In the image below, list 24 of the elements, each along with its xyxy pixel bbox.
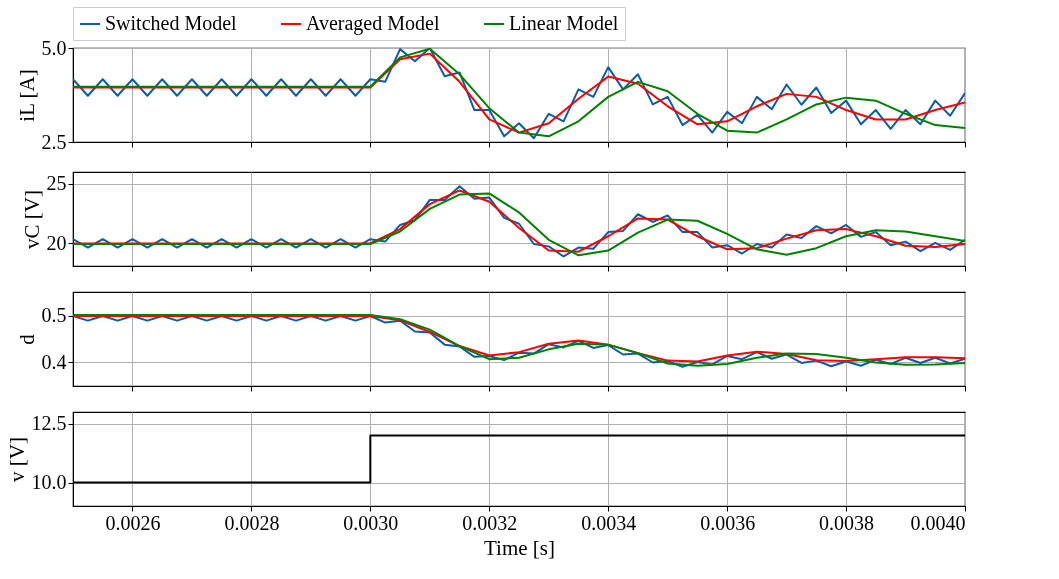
y-tick-label: 25 — [46, 172, 67, 195]
y-tick-label: 0.5 — [41, 304, 67, 326]
y-tick-label: 10.0 — [31, 471, 67, 493]
legend-label: Switched Model — [105, 12, 238, 34]
x-tick-label: 0.0038 — [819, 511, 875, 534]
y-tick-label: 0.4 — [41, 351, 67, 373]
legend-label: Linear Model — [509, 12, 619, 34]
y-tick-label: 2.5 — [41, 130, 67, 153]
y-tick-label: 20 — [46, 231, 67, 254]
x-tick-label: 0.0030 — [343, 511, 399, 534]
y-tick-label: 12.5 — [31, 412, 67, 435]
x-tick-label: 0.0028 — [224, 511, 280, 534]
x-tick-label: 0.0036 — [700, 511, 756, 534]
y-axis-title: v [V] — [4, 437, 29, 482]
x-axis-title: Time [s] — [484, 535, 555, 560]
x-tick-label: 0.0040 — [910, 511, 966, 534]
y-axis-title: vC [V] — [19, 190, 44, 249]
x-tick-label: 0.0034 — [581, 511, 637, 534]
legend-label: Averaged Model — [306, 12, 440, 35]
x-tick-label: 0.0032 — [462, 511, 518, 534]
y-axis-title: iL [A] — [14, 69, 39, 122]
y-tick-label: 5.0 — [41, 36, 67, 59]
y-axis-title: d — [14, 333, 39, 345]
x-tick-label: 0.0026 — [105, 511, 161, 534]
